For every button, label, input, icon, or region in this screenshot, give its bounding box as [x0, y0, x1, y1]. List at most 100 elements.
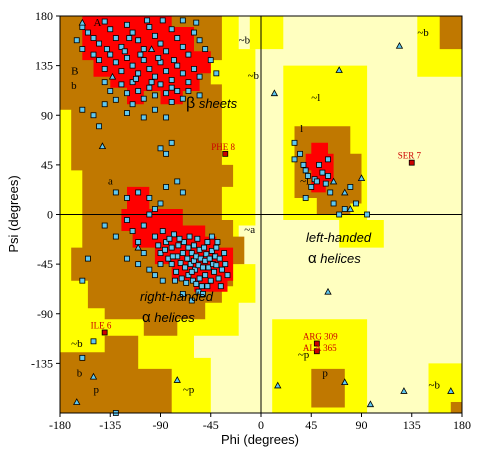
x-tick-label: 135 [403, 418, 421, 432]
left-handed-label: left-handed [306, 230, 372, 245]
residue-point [144, 17, 151, 24]
beta-symbol: β [186, 95, 195, 112]
residue-point [224, 272, 231, 279]
residue-point [163, 184, 169, 190]
y-tick-label: 45 [41, 158, 53, 172]
residue-point [124, 55, 130, 61]
residue-point [168, 244, 175, 251]
x-tick-label: 180 [453, 418, 471, 432]
residue-point [213, 262, 220, 269]
residue-point [191, 29, 197, 36]
residue-point [101, 18, 108, 25]
residue-point [327, 189, 334, 196]
residue-point [325, 173, 331, 179]
residue-point [107, 51, 114, 58]
x-tick-label: 45 [305, 418, 317, 432]
x-tick-label: 0 [258, 418, 264, 432]
glycine-point [335, 66, 343, 73]
residue-point [162, 246, 168, 253]
residue-point [302, 167, 309, 174]
x-tick-label: -180 [49, 418, 71, 432]
glycine-point [147, 45, 156, 52]
residue-point [188, 250, 195, 256]
residue-point [124, 110, 130, 116]
residue-point [172, 277, 178, 284]
residue-point [181, 239, 187, 245]
residue-point [182, 264, 188, 271]
residue-point [183, 279, 190, 286]
residue-point [347, 184, 354, 190]
residue-point [179, 290, 186, 297]
residue-point [211, 268, 218, 275]
region-letter: ~a [244, 224, 255, 236]
residue-point [173, 268, 180, 275]
residue-point [179, 189, 186, 196]
residue-point [193, 19, 200, 26]
region-letter: b [77, 368, 83, 380]
residue-point [124, 21, 130, 28]
residue-point [157, 145, 164, 152]
region-letter: ~b [417, 27, 429, 39]
residue-point [184, 255, 191, 262]
residue-point [126, 35, 133, 41]
region-letter: ~l [311, 92, 320, 104]
additional-region-bottom-left [60, 335, 172, 413]
residue-point [174, 35, 181, 41]
residue-point [118, 81, 125, 88]
residue-point [155, 55, 162, 61]
residue-point [319, 169, 326, 176]
residue-point [179, 70, 186, 77]
residue-point [112, 59, 119, 66]
residue-point [146, 211, 153, 218]
residue-point [198, 283, 205, 290]
additional-region-p [311, 368, 345, 408]
residue-point [188, 297, 195, 304]
residue-point [187, 261, 194, 268]
region-letter: b [71, 80, 77, 92]
residue-point [124, 195, 130, 201]
glycine-point [134, 243, 142, 251]
residue-point [107, 26, 114, 33]
right-alpha-symbol: α [142, 309, 151, 326]
residue-point [185, 272, 192, 279]
glycine-point [341, 188, 349, 196]
residue-point [101, 222, 108, 229]
residue-point [196, 92, 203, 99]
residue-point [135, 261, 142, 268]
residue-point [112, 96, 119, 103]
residue-point [308, 184, 315, 190]
residue-point [96, 40, 102, 47]
residue-point [322, 180, 329, 187]
glycine-point [366, 400, 375, 408]
residue-point [206, 255, 213, 262]
residue-point [124, 255, 130, 262]
residue-point [179, 17, 186, 24]
residue-point [129, 228, 136, 234]
residue-point [101, 66, 108, 72]
residue-point [152, 32, 158, 39]
glycine-point [89, 372, 98, 380]
residue-point [135, 88, 142, 94]
outlier-label: ALA 365 [303, 343, 337, 353]
glycine-point [108, 72, 117, 80]
residue-point [201, 244, 207, 251]
residue-point [146, 66, 153, 72]
residue-point [177, 260, 184, 266]
residue-point [157, 81, 164, 88]
residue-point [185, 79, 192, 86]
residue-point [140, 46, 147, 52]
y-tick-label: 135 [35, 59, 53, 73]
beta-sheets-text: sheets [195, 96, 237, 111]
region-letter: A [94, 17, 102, 29]
region-letter: l [300, 123, 303, 135]
residue-point [205, 264, 212, 271]
residue-point [313, 178, 320, 185]
residue-point [302, 195, 309, 201]
outlier-point [313, 340, 320, 347]
residue-point [179, 43, 186, 50]
residue-point [330, 200, 337, 207]
residue-point [179, 95, 186, 102]
residue-point [163, 48, 169, 55]
outlier-point [313, 348, 320, 355]
